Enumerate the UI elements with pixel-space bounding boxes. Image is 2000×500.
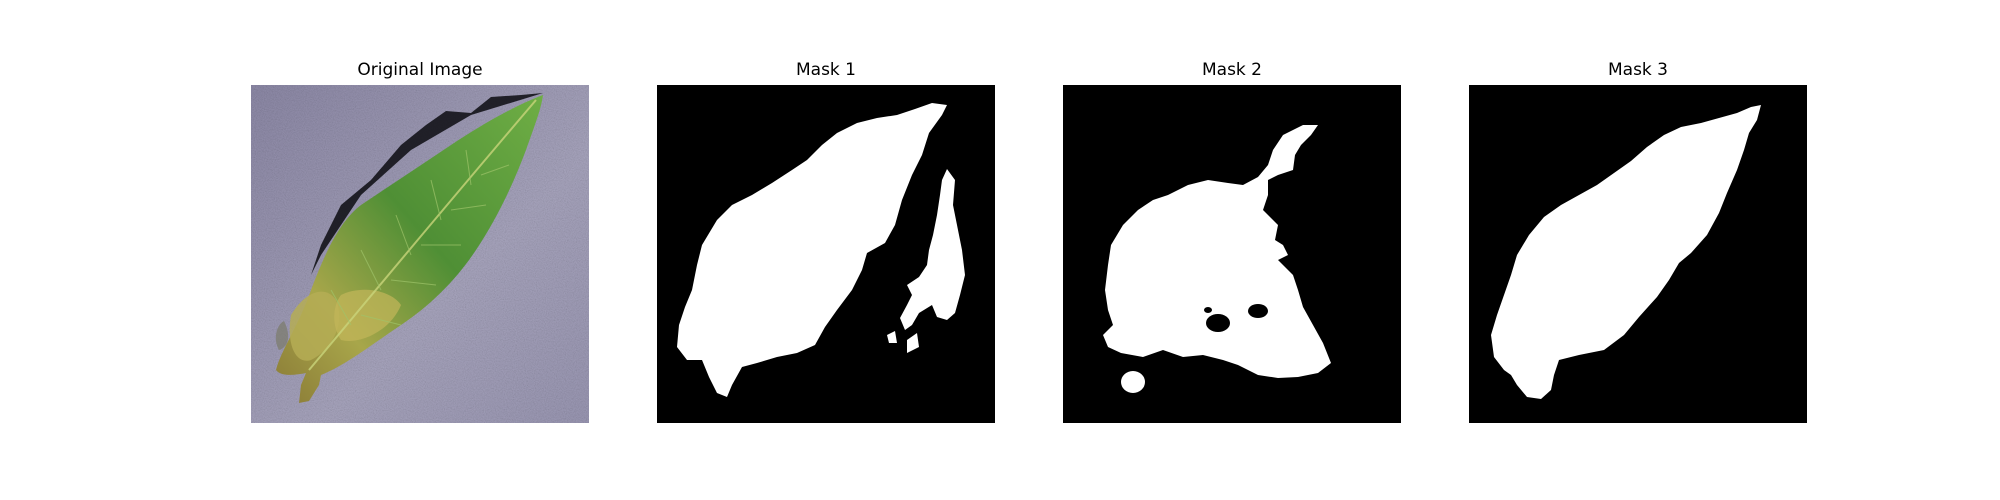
panel-title: Mask 2	[1201, 60, 1262, 80]
panel-mask-2: Mask 2	[1063, 0, 1401, 500]
mask-2-image	[1063, 85, 1401, 423]
mask-3-image	[1469, 85, 1807, 423]
panel-title: Mask 1	[795, 60, 856, 80]
panel-mask-1: Mask 1	[657, 0, 995, 500]
mask-1-image	[657, 85, 995, 423]
panel-mask-3: Mask 3	[1469, 0, 1807, 500]
panel-title: Mask 3	[1607, 60, 1668, 80]
original-leaf-image	[251, 85, 589, 423]
panel-original-image: Original Image	[251, 0, 589, 500]
panel-title: Original Image	[357, 60, 483, 80]
